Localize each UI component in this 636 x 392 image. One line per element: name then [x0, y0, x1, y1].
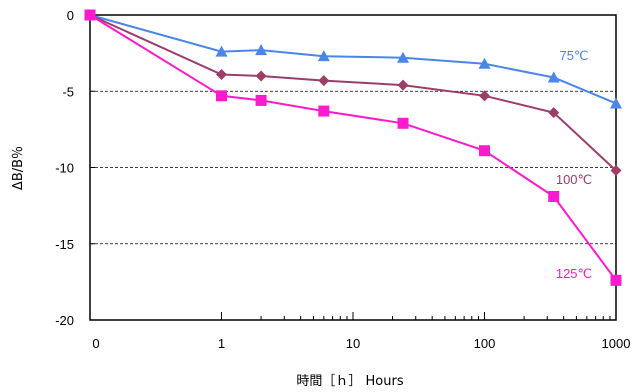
data-point: [215, 45, 228, 57]
series-line: [89, 14, 617, 281]
data-point: [397, 117, 409, 129]
x-tick-label: 1: [218, 336, 225, 351]
data-point: [255, 44, 268, 56]
data-point: [547, 71, 560, 83]
series-square: 125℃: [84, 9, 622, 286]
x-tick-label: 1000: [602, 336, 631, 351]
series-line: [89, 14, 617, 172]
data-point: [317, 50, 330, 62]
data-point: [396, 51, 409, 63]
data-point: [610, 165, 622, 177]
y-tick-label: -10: [55, 161, 74, 176]
series-label: 125℃: [556, 266, 592, 281]
y-ticks: 0 -5 -10 -15 -20: [55, 8, 95, 328]
x-ticks: 0 1 10 100 1000: [92, 312, 630, 351]
x-tick-label: 100: [474, 336, 496, 351]
data-point: [318, 105, 330, 117]
data-point: [216, 90, 227, 102]
series: 75℃ 100℃ 125℃: [84, 9, 622, 286]
data-point: [479, 90, 490, 102]
data-point: [216, 68, 227, 80]
data-point: [478, 57, 491, 69]
x-tick-label: 0: [92, 336, 99, 351]
x-tick-label: 10: [346, 336, 360, 351]
data-point: [479, 145, 490, 157]
series-label: 75℃: [559, 48, 588, 63]
data-point: [84, 9, 96, 21]
series-label: 100℃: [556, 172, 592, 187]
y-tick-label: -15: [55, 237, 74, 252]
data-point: [255, 70, 267, 82]
y-tick-label: 0: [67, 8, 74, 23]
data-point: [610, 97, 622, 109]
data-point: [397, 79, 409, 91]
data-point: [548, 190, 560, 202]
series-triangle: 75℃: [84, 9, 622, 109]
gridlines: [90, 90, 616, 245]
y-tick-label: -20: [55, 313, 74, 328]
series-line: [89, 14, 617, 105]
data-point: [318, 75, 330, 87]
data-point: [548, 107, 560, 119]
x-axis-title: 時間［ｈ］ Hours: [296, 374, 403, 389]
y-axis-title: ΔB/B％: [11, 146, 26, 190]
y-tick-label: -5: [62, 84, 74, 99]
data-point: [255, 94, 267, 106]
data-point: [610, 274, 622, 286]
